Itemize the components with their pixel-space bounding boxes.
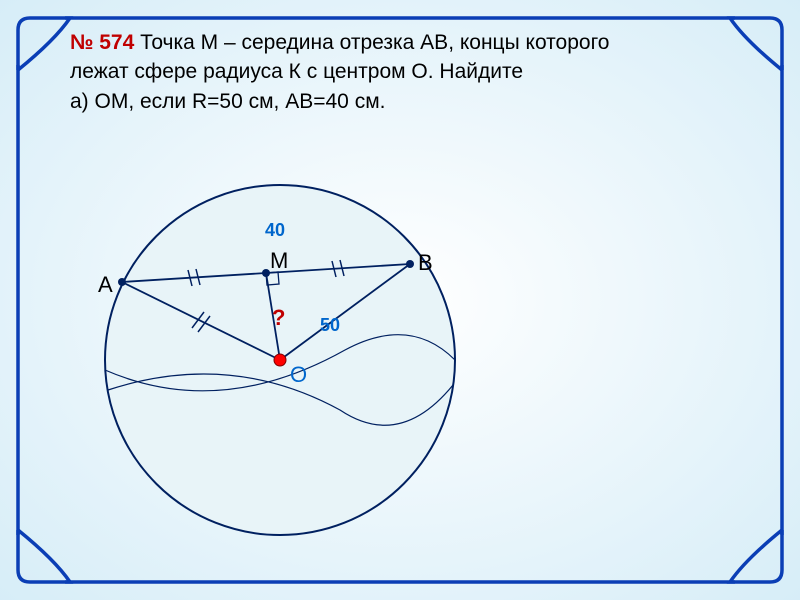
- problem-line3: а) ОМ, если R=50 см, АВ=40 см.: [70, 90, 385, 113]
- problem-text: № 574 Точка М – середина отрезка АВ, кон…: [70, 28, 730, 116]
- point-m: [262, 269, 270, 277]
- label-om-question: ?: [272, 305, 285, 331]
- label-ob-50: 50: [320, 315, 340, 336]
- point-a: [118, 278, 126, 286]
- point-o: [274, 354, 286, 366]
- problem-line1: Точка М – середина отрезка АВ, концы кот…: [134, 31, 609, 54]
- problem-line2: лежат сфере радиуса К с центром О. Найди…: [70, 60, 523, 83]
- point-b: [406, 260, 414, 268]
- label-o: О: [290, 362, 307, 388]
- sphere-diagram: А В М О 40 50 ?: [80, 160, 480, 565]
- problem-number: № 574: [70, 31, 134, 54]
- label-a: А: [98, 272, 113, 298]
- label-b: В: [418, 250, 433, 276]
- label-m: М: [270, 248, 288, 274]
- label-ab-40: 40: [265, 220, 285, 241]
